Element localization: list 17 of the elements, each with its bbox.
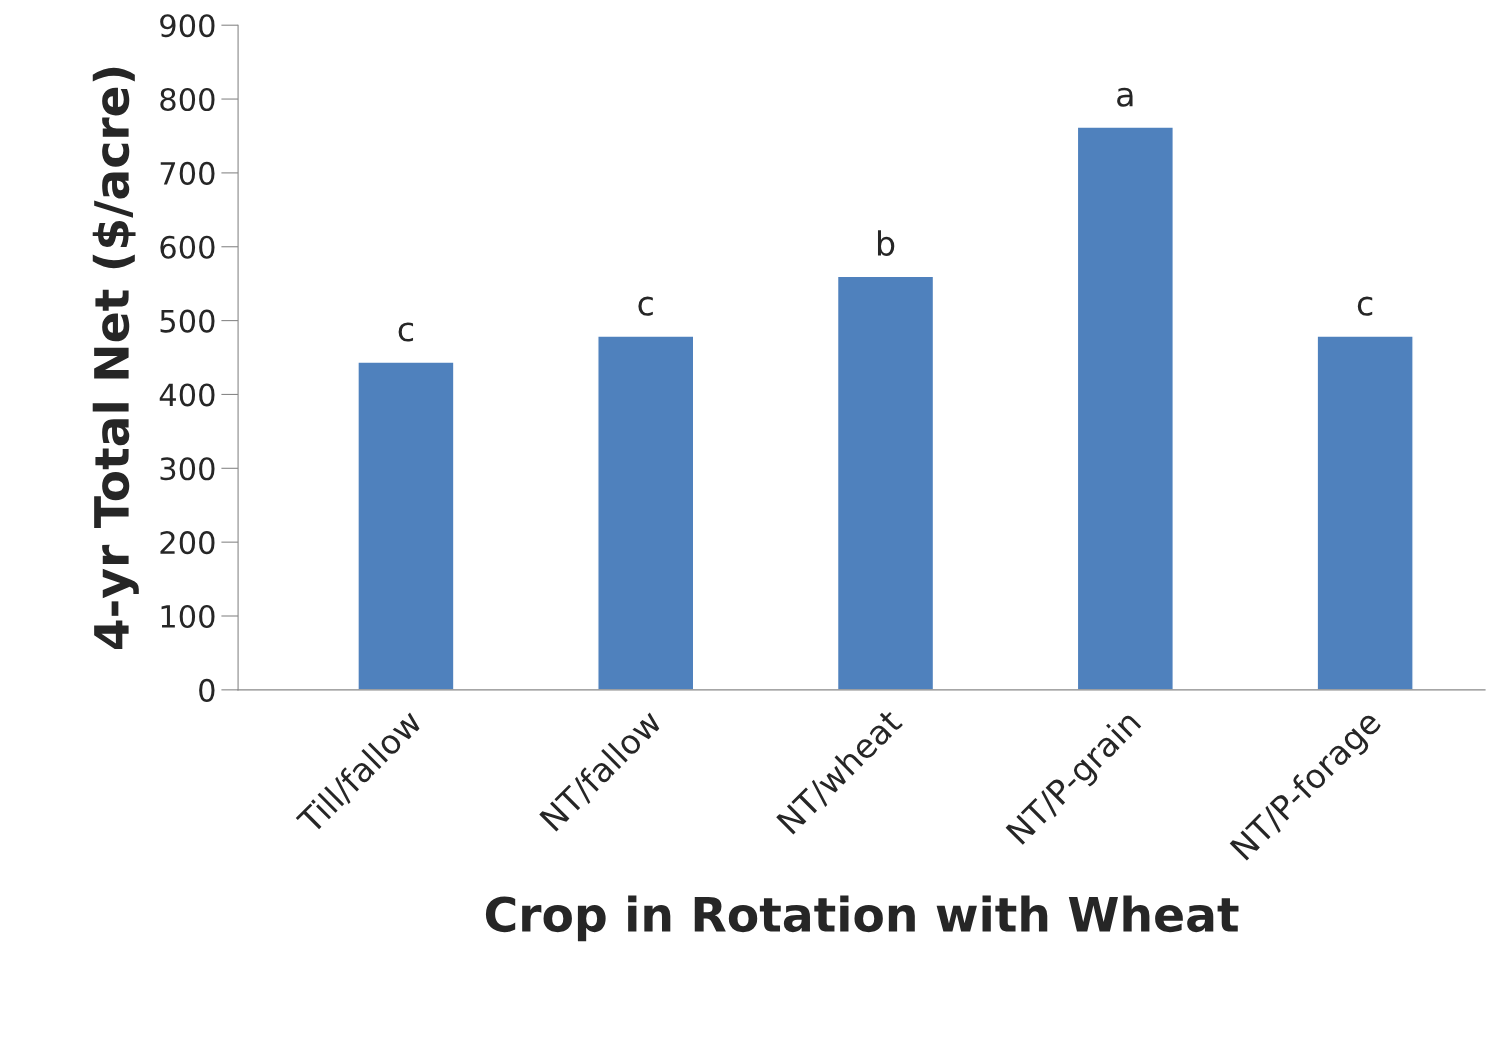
annotation: c <box>1357 296 1373 316</box>
y-tick-label: 500 <box>160 309 215 333</box>
x-axis-title: Crop in Rotation with Wheat <box>485 895 1239 942</box>
y-tick-label: 0 <box>199 678 215 702</box>
y-tick-label: 300 <box>160 457 215 481</box>
y-tick-label: 900 <box>160 14 215 38</box>
annotation: c <box>398 322 414 342</box>
y-tick-label: 400 <box>159 383 215 407</box>
y-tick-label: 600 <box>160 235 215 259</box>
y-axis-title: 4-yr Total Net ($/acre) <box>92 67 139 650</box>
y-tick-label: 700 <box>160 161 215 185</box>
y-tick-label: 100 <box>161 604 215 629</box>
y-tick-label: 200 <box>160 531 215 555</box>
annotation: a <box>1117 87 1133 107</box>
annotation: c <box>638 296 653 316</box>
y-tick-label: 800 <box>160 87 215 112</box>
annotation: b <box>877 230 895 256</box>
